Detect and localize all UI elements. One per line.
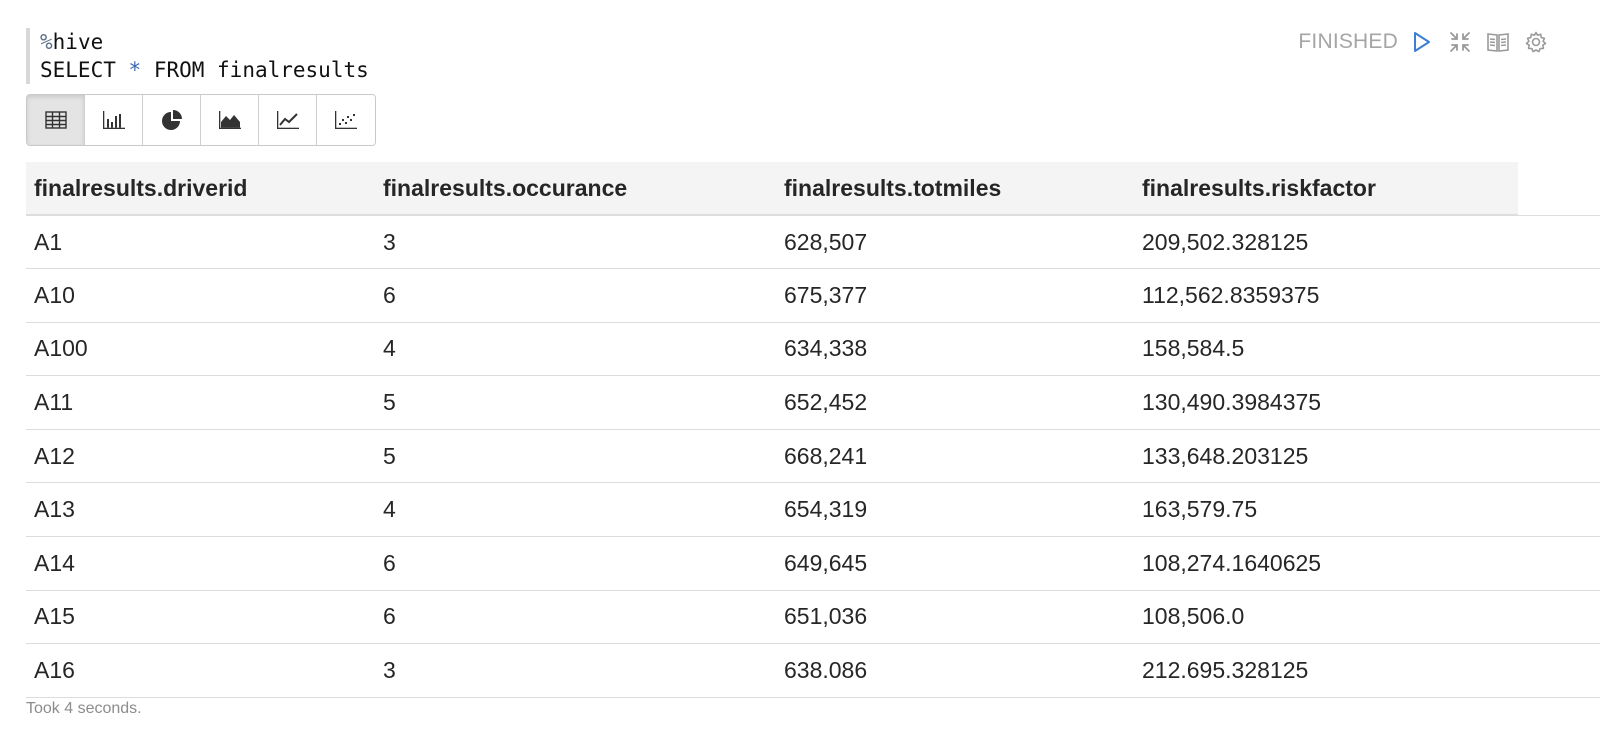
cell-driverid: A100 xyxy=(26,322,375,377)
table-row: A100 4 634,338 158,584.5 xyxy=(26,322,1600,377)
execution-time-note: Took 4 seconds. xyxy=(26,700,142,717)
cell-occurance: 6 xyxy=(375,268,776,323)
scatter-chart-icon xyxy=(335,111,357,129)
cell-filler xyxy=(1518,375,1600,430)
paragraph-controls: FINISHED xyxy=(1298,28,1550,56)
cell-riskfactor: 163,579.75 xyxy=(1134,482,1518,538)
table-row: A16 3 638.086 212.695.328125 xyxy=(26,643,1600,698)
cell-driverid: A11 xyxy=(26,375,375,430)
cell-occurance: 6 xyxy=(375,590,776,645)
cell-driverid: A12 xyxy=(26,429,375,484)
table-icon xyxy=(44,111,67,129)
cell-driverid: A15 xyxy=(26,590,375,645)
cell-filler xyxy=(1518,215,1600,270)
column-header-riskfactor[interactable]: finalresults.riskfactor xyxy=(1134,162,1518,216)
pie-chart-button[interactable] xyxy=(143,95,201,145)
code-line-interpreter: %hive xyxy=(40,28,1226,56)
bar-chart-button[interactable] xyxy=(85,95,143,145)
cell-totmiles: 649,645 xyxy=(776,536,1134,591)
cell-riskfactor: 130,490.3984375 xyxy=(1134,375,1518,430)
cell-riskfactor: 112,562.8359375 xyxy=(1134,268,1518,323)
visualization-toolbar xyxy=(26,94,376,146)
line-chart-button[interactable] xyxy=(259,95,317,145)
table-row: A13 4 654,319 163,579.75 xyxy=(26,482,1600,538)
query-part-star: * xyxy=(128,58,142,82)
column-header-occurance[interactable]: finalresults.occurance xyxy=(375,162,776,216)
cell-totmiles: 628,507 xyxy=(776,215,1134,270)
cell-occurance: 4 xyxy=(375,482,776,538)
cell-totmiles: 634,338 xyxy=(776,322,1134,377)
table-row: A10 6 675,377 112,562.8359375 xyxy=(26,268,1600,323)
column-header-totmiles[interactable]: finalresults.totmiles xyxy=(776,162,1134,216)
cell-totmiles: 668,241 xyxy=(776,429,1134,484)
table-view-button[interactable] xyxy=(27,95,85,145)
cell-riskfactor: 133,648.203125 xyxy=(1134,429,1518,484)
cell-driverid: A10 xyxy=(26,268,375,323)
cell-filler xyxy=(1518,482,1600,538)
cell-riskfactor: 108,506.0 xyxy=(1134,590,1518,645)
cell-totmiles: 675,377 xyxy=(776,268,1134,323)
area-chart-button[interactable] xyxy=(201,95,259,145)
header-filler xyxy=(1518,162,1600,216)
line-chart-icon xyxy=(276,111,299,129)
cell-filler xyxy=(1518,429,1600,484)
status-label: FINISHED xyxy=(1298,30,1398,53)
table-header-row: finalresults.driverid finalresults.occur… xyxy=(26,162,1600,216)
table-row: A1 3 628,507 209,502.328125 xyxy=(26,215,1600,270)
scatter-chart-button[interactable] xyxy=(317,95,375,145)
cell-occurance: 5 xyxy=(375,375,776,430)
run-icon[interactable] xyxy=(1408,28,1436,56)
column-header-driverid[interactable]: finalresults.driverid xyxy=(26,162,375,216)
cell-driverid: A16 xyxy=(26,643,375,698)
cell-occurance: 6 xyxy=(375,536,776,591)
cell-occurance: 4 xyxy=(375,322,776,377)
area-chart-icon xyxy=(218,111,241,129)
cell-driverid: A13 xyxy=(26,482,375,538)
cell-filler xyxy=(1518,268,1600,323)
code-editor[interactable]: %hive SELECT * FROM finalresults xyxy=(26,28,1226,84)
cell-driverid: A1 xyxy=(26,215,375,270)
table-row: A15 6 651,036 108,506.0 xyxy=(26,590,1600,645)
cell-riskfactor: 209,502.328125 xyxy=(1134,215,1518,270)
cell-occurance: 5 xyxy=(375,429,776,484)
code-line-query: SELECT * FROM finalresults xyxy=(40,56,1226,84)
cell-riskfactor: 108,274.1640625 xyxy=(1134,536,1518,591)
settings-icon[interactable] xyxy=(1522,28,1550,56)
table-row: A12 5 668,241 133,648.203125 xyxy=(26,429,1600,484)
cell-occurance: 3 xyxy=(375,643,776,698)
cell-filler xyxy=(1518,643,1600,698)
cell-totmiles: 651,036 xyxy=(776,590,1134,645)
cell-filler xyxy=(1518,322,1600,377)
results-table-container: finalresults.driverid finalresults.occur… xyxy=(26,162,1600,698)
cell-riskfactor: 158,584.5 xyxy=(1134,322,1518,377)
query-part-select: SELECT xyxy=(40,58,129,82)
cell-driverid: A14 xyxy=(26,536,375,591)
pie-chart-icon xyxy=(161,110,182,130)
collapse-icon[interactable] xyxy=(1446,28,1474,56)
interpreter-prefix: % xyxy=(40,30,53,54)
interpreter-name: hive xyxy=(52,30,104,54)
cell-totmiles: 652,452 xyxy=(776,375,1134,430)
query-part-from: FROM finalresults xyxy=(141,58,369,82)
cell-occurance: 3 xyxy=(375,215,776,270)
book-icon[interactable] xyxy=(1484,28,1512,56)
cell-filler xyxy=(1518,590,1600,645)
cell-totmiles: 638.086 xyxy=(776,643,1134,698)
cell-riskfactor: 212.695.328125 xyxy=(1134,643,1518,698)
results-table: finalresults.driverid finalresults.occur… xyxy=(26,162,1600,698)
cell-totmiles: 654,319 xyxy=(776,482,1134,538)
table-row: A14 6 649,645 108,274.1640625 xyxy=(26,536,1600,591)
bar-chart-icon xyxy=(102,111,125,129)
table-row: A11 5 652,452 130,490.3984375 xyxy=(26,375,1600,430)
cell-filler xyxy=(1518,536,1600,591)
